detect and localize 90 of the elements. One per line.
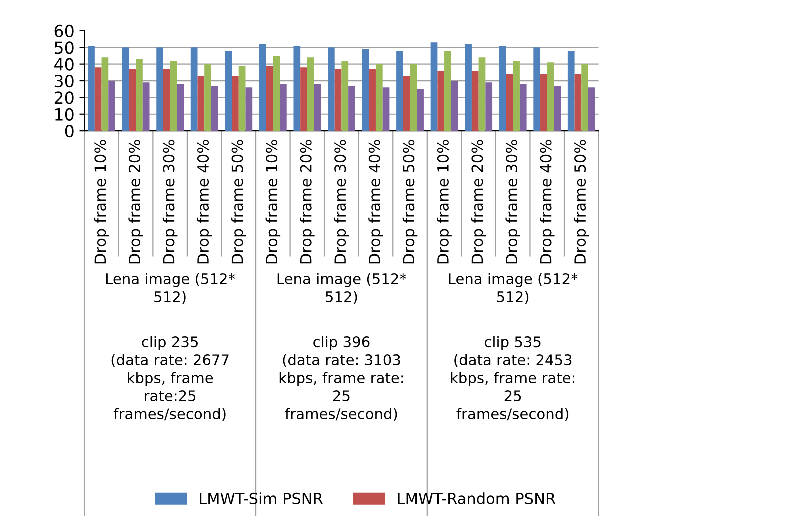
bar bbox=[403, 76, 410, 132]
bar bbox=[314, 84, 322, 132]
bar bbox=[142, 82, 150, 132]
bar bbox=[136, 59, 143, 132]
bar bbox=[342, 60, 349, 132]
bar bbox=[417, 89, 424, 132]
bar bbox=[266, 66, 274, 132]
bar bbox=[369, 69, 376, 132]
legend-label: LMWT-Sim PSNR bbox=[200, 492, 324, 504]
bar bbox=[520, 84, 527, 132]
y-tick-label: 40 bbox=[54, 58, 74, 71]
bar bbox=[486, 82, 493, 132]
bar bbox=[376, 64, 383, 132]
bar bbox=[582, 64, 589, 132]
bar bbox=[238, 66, 246, 132]
x-tick-label: Drop frame 50% bbox=[574, 140, 590, 264]
bar bbox=[280, 84, 287, 132]
x-tick-label: Drop frame 10% bbox=[437, 140, 452, 264]
text: clip 396 (data rate: 3103 kbps, frame rate: 25 frames/second) bbox=[280, 336, 404, 422]
y-tick-label: 60 bbox=[54, 24, 74, 38]
bar bbox=[211, 86, 218, 132]
bar bbox=[499, 46, 506, 132]
bar bbox=[444, 50, 452, 132]
bar bbox=[554, 86, 562, 132]
legend-label: LMWT-Random PSNR bbox=[398, 492, 556, 504]
y-tick-label: 30 bbox=[54, 74, 74, 88]
x-tick-label: Drop frame 30% bbox=[334, 140, 350, 264]
bar bbox=[348, 86, 356, 132]
x-tick-label: Drop frame 40% bbox=[540, 140, 555, 264]
x-tick-label: Drop frame 50% bbox=[231, 140, 246, 264]
x-tick-label: Drop frame 40% bbox=[197, 140, 212, 264]
x-tick-label: Drop frame 10% bbox=[94, 140, 110, 264]
bar bbox=[410, 64, 418, 132]
bar bbox=[465, 44, 472, 132]
x-tick-label: Drop frame 20% bbox=[471, 140, 486, 264]
bar bbox=[294, 46, 301, 132]
bar bbox=[540, 74, 548, 132]
bar bbox=[430, 42, 438, 132]
x-tick-label: Drop frame 50% bbox=[402, 140, 418, 264]
bar bbox=[170, 60, 178, 132]
bar bbox=[190, 48, 198, 132]
text: clip 235 (data rate: 2677 kbps, frame rate:25 frames/second) bbox=[112, 336, 229, 422]
bar bbox=[547, 62, 554, 132]
bar bbox=[328, 48, 335, 132]
bar bbox=[396, 50, 404, 132]
bar bbox=[451, 81, 458, 132]
text: clip 535 (data rate: 2453 kbps, frame rate: 25 frames/second) bbox=[451, 336, 575, 422]
bar bbox=[108, 81, 116, 132]
x-tick-label: Drop frame 30% bbox=[162, 140, 178, 264]
bar bbox=[259, 44, 266, 132]
text: Lena image (512* 512) bbox=[278, 273, 407, 304]
bar bbox=[307, 58, 314, 132]
bar bbox=[506, 74, 514, 132]
bar bbox=[102, 58, 109, 132]
bar bbox=[588, 88, 596, 132]
y-tick-label: 50 bbox=[54, 42, 74, 54]
bar bbox=[534, 48, 541, 132]
bar bbox=[246, 88, 253, 132]
bar bbox=[273, 56, 280, 132]
bar bbox=[129, 69, 136, 132]
bar bbox=[513, 60, 520, 132]
y-tick-label: 20 bbox=[54, 92, 74, 104]
x-tick-label: Drop frame 40% bbox=[368, 140, 384, 264]
bar bbox=[472, 71, 479, 132]
x-tick-label: Drop frame 20% bbox=[128, 140, 144, 264]
bar bbox=[177, 84, 184, 132]
bar bbox=[198, 76, 205, 132]
bar bbox=[300, 68, 308, 132]
bar bbox=[156, 48, 164, 132]
bar bbox=[382, 88, 390, 132]
bar bbox=[574, 74, 582, 132]
bar bbox=[478, 58, 486, 132]
bar bbox=[232, 76, 239, 132]
bar bbox=[568, 50, 575, 132]
bar bbox=[94, 68, 102, 132]
bar bbox=[334, 69, 342, 132]
x-tick-label: Drop frame 10% bbox=[266, 140, 281, 264]
bar bbox=[163, 69, 170, 132]
bar bbox=[88, 46, 95, 132]
y-tick-label: 10 bbox=[56, 108, 74, 121]
bar bbox=[362, 49, 370, 132]
text: Lena image (512* 512) bbox=[106, 273, 236, 304]
bar bbox=[225, 50, 232, 132]
bar bbox=[438, 71, 445, 132]
bar bbox=[204, 64, 212, 132]
bar bbox=[122, 48, 130, 132]
x-tick-label: Drop frame 30% bbox=[506, 140, 520, 264]
text: Lena image (512* 512) bbox=[449, 273, 578, 304]
y-tick-label: 0 bbox=[65, 125, 74, 138]
x-tick-label: Drop frame 20% bbox=[300, 140, 315, 264]
